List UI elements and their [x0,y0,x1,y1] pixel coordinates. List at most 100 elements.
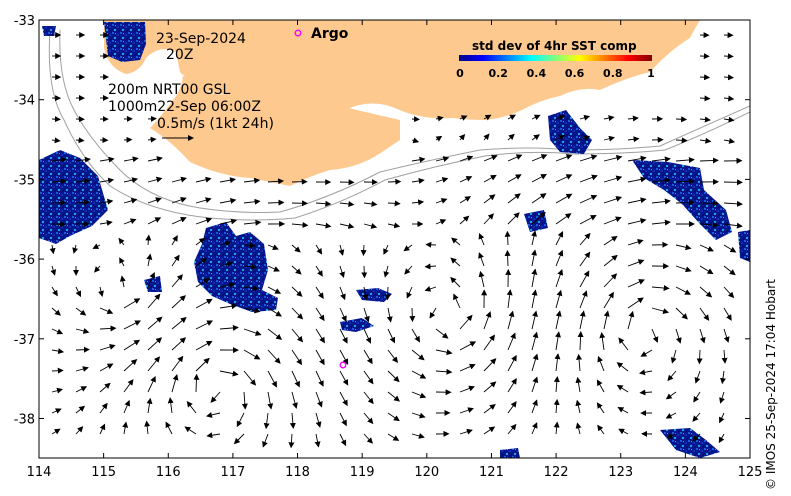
current-vector [720,413,724,422]
current-vector [340,434,346,445]
current-vector [148,158,162,161]
lon-tick-label: 116 [156,465,181,480]
current-vector [604,177,621,182]
current-vector [556,194,572,203]
current-vector [412,308,413,321]
current-vector [292,329,302,342]
current-vector [172,218,186,224]
current-vector [556,175,572,182]
current-vector [628,139,639,140]
current-vector [74,245,76,253]
current-vector [460,342,475,350]
current-vector [52,350,63,352]
current-vector [436,371,451,372]
current-vector [196,341,212,350]
current-vector [618,408,628,414]
current-vector [100,383,110,392]
current-vector [316,245,322,254]
current-vector [628,298,643,308]
current-vector [700,160,718,161]
current-vector [172,275,182,287]
current-vector [721,392,725,403]
current-vector [52,140,60,141]
current-vector [724,329,728,342]
lon-tick-label: 124 [673,465,698,480]
current-vector [340,203,353,205]
current-vector [292,308,302,319]
current-vector [268,202,284,203]
current-vector [76,368,88,371]
current-vector [196,299,212,308]
current-vector [604,138,614,141]
current-vector [148,399,150,413]
current-vector [508,333,515,350]
current-vector [598,357,604,371]
argo-float-marker[interactable] [340,362,346,368]
current-vector [340,392,347,405]
map-hour: 20Z [166,47,193,63]
current-vector [196,179,211,182]
current-vector [340,266,344,277]
current-vector [148,357,159,371]
current-vector [532,270,535,288]
current-vector [364,371,373,384]
current-vector [124,380,133,392]
current-vector [292,413,293,428]
current-vector [292,371,299,387]
scale-arrow-label: 0.5m/s (1kt 24h) [157,116,274,132]
current-vector [508,155,522,161]
current-vector [460,197,470,203]
lat-tick-label: -33 [14,14,35,29]
current-vector [652,159,670,161]
current-vector [340,371,348,385]
current-vector [235,434,244,444]
current-vector [652,222,670,224]
current-vector [628,118,638,119]
current-vector [532,155,547,161]
current-vector [124,401,129,413]
current-vector [364,434,372,443]
lat-tick-label: -38 [14,413,35,428]
current-vector [694,392,700,402]
current-vector [676,287,690,294]
current-vector [556,400,557,413]
current-vector [724,203,742,204]
current-vector [700,308,709,320]
current-vector [460,409,473,414]
current-vector [52,370,63,371]
current-vector [124,360,137,371]
current-vector [556,251,562,266]
current-vector [532,194,546,203]
current-vector [52,429,60,434]
current-vector [196,375,197,392]
current-vector [52,266,55,275]
current-vector [724,77,733,78]
current-vector [580,234,590,245]
current-vector [479,253,484,266]
lat-tick-label: -36 [14,253,35,268]
current-vector [436,199,447,203]
current-vector [556,270,562,287]
current-vector [292,224,308,225]
current-vector [580,332,581,350]
current-vector [172,375,177,392]
current-vector [244,222,260,224]
current-vector [291,434,292,447]
current-vector [628,220,646,224]
current-vector [100,222,112,224]
current-vector [604,117,614,119]
current-vector [268,371,277,387]
current-vector [292,266,301,274]
current-vector [120,258,124,266]
current-vector [532,231,535,245]
current-vector [426,287,437,290]
current-vector [364,308,368,322]
current-vector [100,364,113,371]
current-vector [508,356,516,371]
current-vector [266,413,268,428]
lon-tick-label: 121 [479,465,504,480]
current-vector [388,413,399,421]
current-vector [363,245,364,255]
current-vector [292,392,296,408]
current-vector [628,199,646,203]
